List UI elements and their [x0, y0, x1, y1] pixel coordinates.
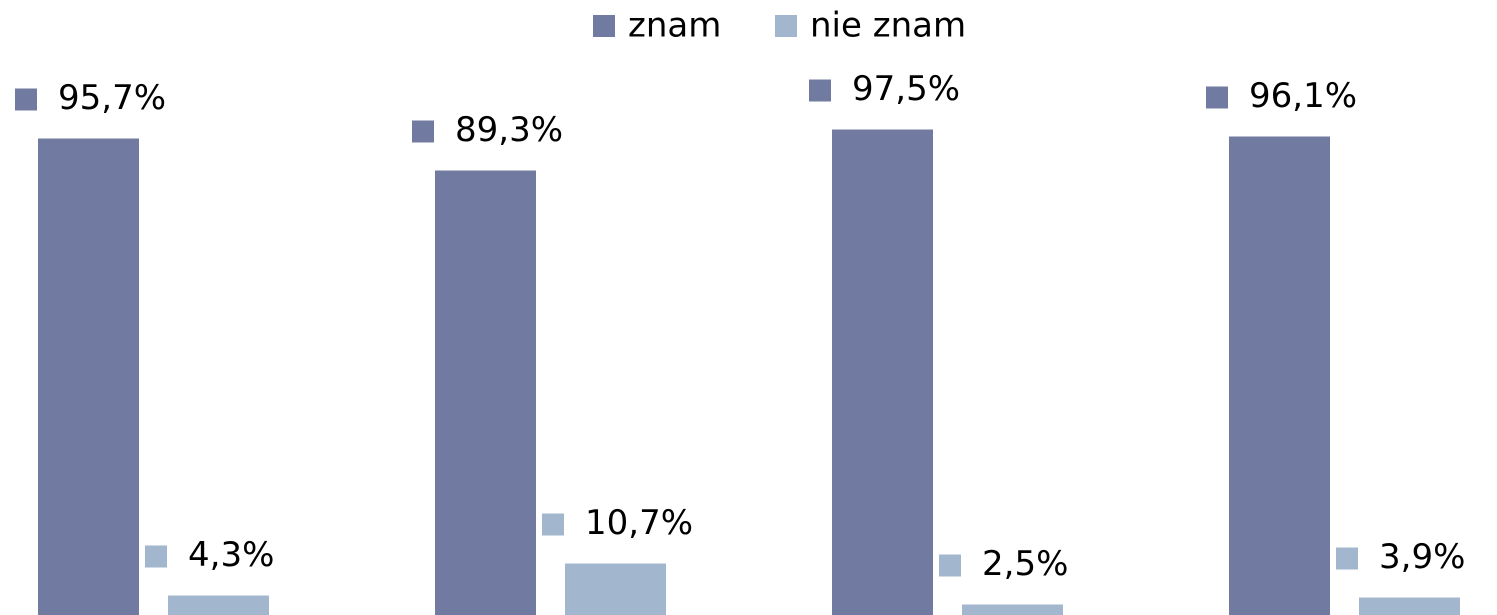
data-label: 10,7%: [585, 503, 693, 543]
data-label: 3,9%: [1379, 537, 1465, 577]
bar: [960, 602, 1065, 615]
bar: [36, 136, 141, 615]
data-label: 89,3%: [455, 110, 563, 150]
data-label: 2,5%: [982, 544, 1068, 584]
data-label-swatch: [1206, 86, 1228, 109]
bar: [433, 168, 538, 615]
legend-label: znam: [628, 6, 721, 46]
data-label-swatch: [939, 554, 961, 577]
data-label: 95,7%: [58, 78, 166, 118]
bar: [1227, 134, 1332, 615]
data-label-swatch: [412, 120, 434, 143]
bar: [830, 127, 935, 615]
data-label-swatch: [1336, 547, 1358, 570]
data-label-swatch: [542, 513, 564, 536]
legend-swatch: [775, 15, 797, 37]
data-label-swatch: [809, 79, 831, 102]
data-label-swatch: [15, 88, 37, 111]
bar: [166, 593, 271, 615]
data-label: 4,3%: [188, 535, 274, 575]
data-label: 96,1%: [1249, 76, 1357, 116]
bar: [1357, 595, 1462, 615]
data-label-swatch: [145, 545, 167, 568]
bar: [563, 561, 668, 615]
data-label: 97,5%: [852, 69, 960, 109]
legend-swatch: [593, 15, 615, 37]
legend-label: nie znam: [810, 6, 966, 46]
